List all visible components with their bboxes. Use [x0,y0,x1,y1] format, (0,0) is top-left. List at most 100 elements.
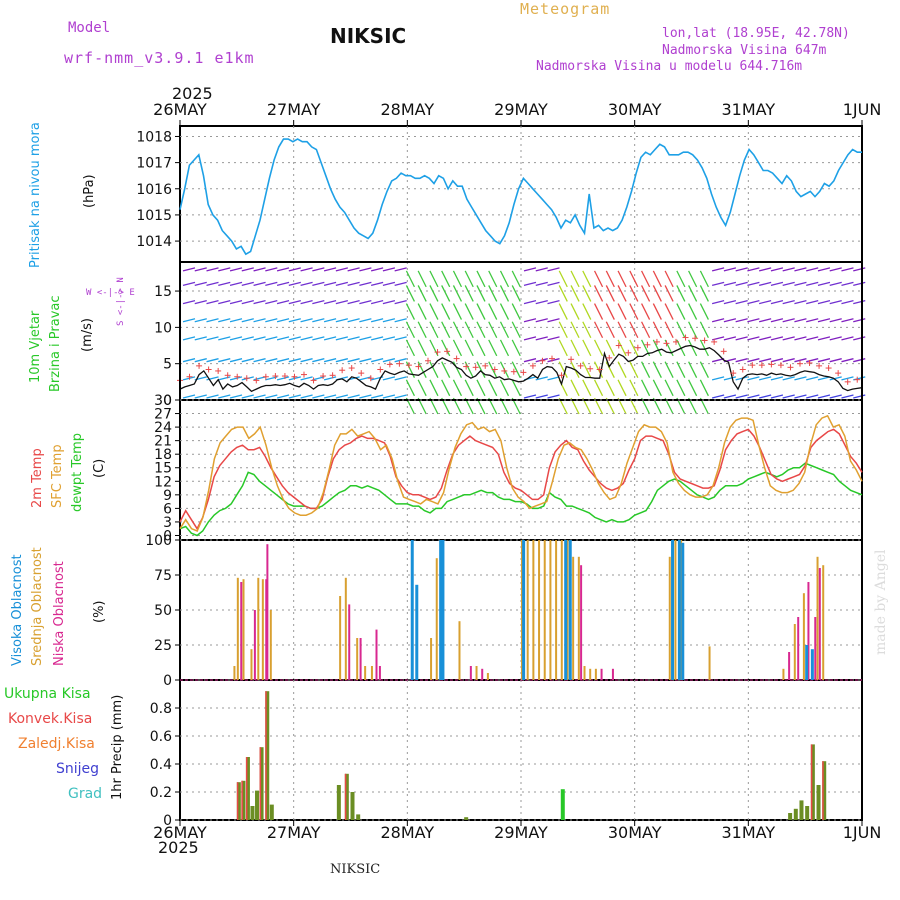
wind-barb [699,379,709,397]
wind-barb [676,321,686,339]
wind-barb [829,318,842,323]
wind-barb [523,394,537,399]
wind-barb [452,339,463,357]
wind-barb [312,394,325,399]
wind-barb [829,358,842,363]
wind-barb [617,321,627,339]
wind-barb [853,358,866,363]
wind-barb [253,394,266,399]
wind-barb [558,339,568,357]
wind-barb [335,267,349,272]
wind-barb [312,267,325,272]
wind-barb [523,318,537,323]
wind-barb [229,376,243,381]
wind-barb [335,318,349,323]
wind-barb [382,299,396,305]
wind-barb [617,285,627,302]
wind-barb [547,376,560,381]
wind-barb [558,270,568,288]
wind-barb [829,394,842,399]
wind-barb [782,318,795,323]
wind-barb [759,358,772,363]
wind-barb [359,336,372,341]
wind-barb [218,336,231,341]
wind-barb [641,361,651,378]
wind-barb [476,339,486,357]
precip-legend-snow: Snijeg [56,761,100,777]
model-label: Model [68,20,111,36]
wind-barb [276,267,290,272]
cloud-bar [807,582,810,680]
wind-barb [511,285,521,302]
wind-barb [488,339,498,357]
wind-barb [535,376,548,381]
cloud-bar [671,540,675,680]
wind-barb [429,379,439,397]
wind-barb [535,299,548,305]
wind-barb [417,361,427,378]
cloud-bar [236,577,239,680]
cloud-bar [486,673,489,680]
x-tick-label-top: 26MAY [153,100,207,119]
wind-barb [558,361,568,378]
wind-barb [617,379,627,397]
wind-barb [794,299,807,305]
wind-barb [629,321,639,339]
wind-barb [182,281,196,287]
wind-barb [241,299,254,305]
precip-bar [259,747,262,820]
cloud-bar [439,540,443,680]
wind-barb [676,379,686,397]
wind-barb [523,358,537,363]
wind-barb [770,336,784,341]
cloud-bar [708,646,711,680]
wind-barb [253,267,266,272]
wind-barb [206,376,219,381]
wind-barb [300,299,313,305]
wind-barb [853,336,866,341]
wind-barb [347,281,360,287]
y-tick-label: 3 [163,515,172,531]
cloud-bar [555,540,558,680]
wind-barb [699,361,709,378]
cloud-bar [266,544,269,680]
wind-barb [382,267,396,272]
wind-barb [276,394,290,399]
cloud-bar [560,540,563,680]
y-tick-label: 100 [145,533,172,549]
wind-barb [664,379,674,397]
wind-barb [300,336,313,341]
wind-barb [241,336,254,341]
wind-unit: (m/s) [80,318,95,352]
wind-barb [511,303,521,320]
wind-barb [570,285,580,302]
cloud-bar [475,666,478,680]
wind-barb [241,358,254,363]
wind-barb [476,361,486,378]
wind-barb [582,339,592,357]
wind-barb [782,267,795,272]
wind-barb [723,394,737,399]
precip-bar [810,744,813,820]
cloud-bar [577,556,580,680]
x-tick-label-top: 27MAY [267,100,321,119]
wind-barb [841,394,854,399]
cloud-bar [572,556,575,680]
wind-barb [394,394,407,399]
cloud-bar [233,666,236,680]
x-tick-label-top: 31MAY [722,100,776,119]
cloud-bar [458,621,461,680]
wind-barb [629,361,639,378]
wind-barb [570,321,580,339]
wind-barb [641,270,651,288]
wind-barb [253,358,266,363]
wind-barb [511,379,521,397]
wind-barb [194,267,207,272]
wind-barb [605,339,615,357]
wind-barb [652,379,662,397]
temp-line-2 [179,462,863,537]
wind-barb [664,303,674,320]
wind-barb [417,303,427,320]
wind-barb [476,303,486,320]
